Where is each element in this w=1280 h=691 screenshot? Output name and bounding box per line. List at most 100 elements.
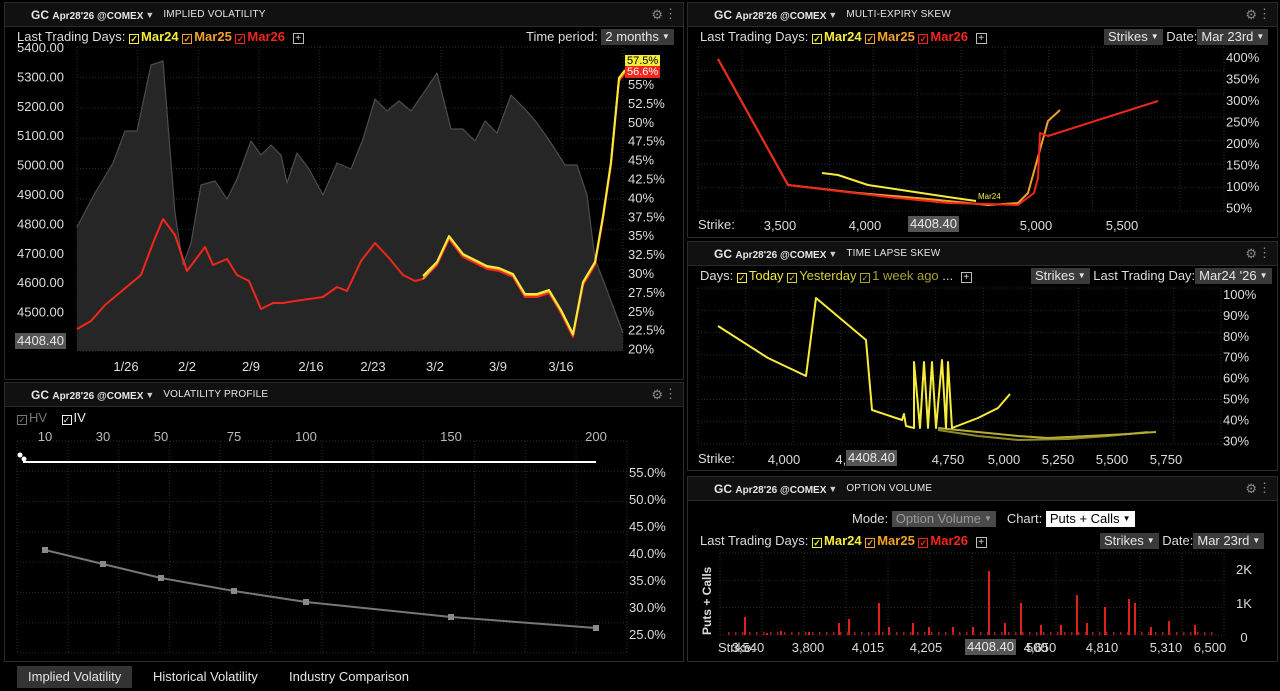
skew-y-tick: 350% <box>1226 72 1260 87</box>
volume-bar <box>1099 632 1101 635</box>
volume-bar <box>854 632 856 635</box>
tab-industry-comparison[interactable]: Industry Comparison <box>289 669 409 684</box>
add-day-button[interactable]: + <box>960 272 972 283</box>
chevron-down-icon[interactable]: ▼ <box>828 483 838 494</box>
tl-curve-yesterday <box>937 427 1157 439</box>
x-tick-label: 2/23 <box>360 359 385 374</box>
ltd-row: Last Trading Days: ✓ Mar24 ✓ Mar25 ✓ Mar26 … <box>700 533 987 548</box>
day-toggle-mar25[interactable]: ✓ Mar25 <box>182 29 232 44</box>
hv-toggle[interactable]: ✓ HV <box>17 410 48 425</box>
iv-tick-label: 50% <box>628 115 654 130</box>
volume-bar <box>805 632 807 635</box>
gear-icon[interactable]: ⚙ <box>651 387 663 402</box>
tl-x-tick: 4,000 <box>768 452 801 467</box>
vp-y-tick: 35.0% <box>629 573 666 588</box>
day-toggle-today[interactable]: ✓ Today <box>736 268 784 283</box>
day-toggle-mar26[interactable]: ✓ Mar26 <box>918 533 968 548</box>
close-icon[interactable]: ⋮ <box>1258 480 1271 495</box>
day-toggle-mar25[interactable]: ✓ Mar25 <box>865 533 915 548</box>
tab-historical-volatility[interactable]: Historical Volatility <box>153 669 258 684</box>
curve-tag: Mar24 <box>978 192 1001 201</box>
volume-bar <box>896 632 898 635</box>
day-toggle-mar24[interactable]: ✓ Mar24 <box>812 29 862 44</box>
panel-title: VOLATILITY PROFILE <box>163 389 269 400</box>
iv-tick-label: 40% <box>628 190 654 205</box>
volume-bar <box>875 632 877 635</box>
volume-bar <box>833 632 835 635</box>
date-dropdown[interactable]: Mar 23rd ▼ <box>1197 29 1269 45</box>
gear-icon[interactable]: ⚙ <box>1245 481 1257 496</box>
iv-tick-label: 22.5% <box>628 323 665 338</box>
tl-x-tick: 4,750 <box>932 452 965 467</box>
close-icon[interactable]: ⋮ <box>1258 245 1271 260</box>
strikes-dropdown[interactable]: Strikes ▼ <box>1104 29 1163 45</box>
day-toggle-week-ago[interactable]: ✓ 1 week ago <box>860 268 939 283</box>
chevron-down-icon: ▼ <box>661 32 670 41</box>
panel-title: MULTI-EXPIRY SKEW <box>846 9 951 20</box>
tl-y-tick: 40% <box>1223 412 1249 427</box>
iv-tick-label: 30% <box>628 266 654 281</box>
chart-dropdown[interactable]: Puts + Calls ▼ <box>1045 511 1135 527</box>
chevron-down-icon[interactable]: ▼ <box>828 9 838 20</box>
volume-bar <box>1211 632 1213 635</box>
iv-symbol[interactable]: GC Apr28'26 @COMEX <box>31 7 144 22</box>
time-period-dropdown[interactable]: 2 months ▼ <box>601 29 674 45</box>
volume-bar <box>980 632 982 635</box>
strikes-dropdown[interactable]: Strikes ▼ <box>1100 533 1159 549</box>
volume-bar <box>791 632 793 635</box>
add-day-button[interactable]: + <box>975 537 987 548</box>
ltd-dropdown[interactable]: Mar24 '26 ▼ <box>1195 268 1272 284</box>
gear-icon[interactable]: ⚙ <box>1245 246 1257 261</box>
date-dropdown[interactable]: Mar 23rd ▼ <box>1193 533 1265 549</box>
more-days[interactable]: ... <box>942 268 954 283</box>
ov-symbol[interactable]: GC Apr28'26 @COMEX <box>714 481 827 496</box>
skew-y-tick: 400% <box>1226 50 1260 65</box>
day-toggle-mar26[interactable]: ✓ Mar26 <box>918 29 968 44</box>
day-toggle-mar26[interactable]: ✓ Mar26 <box>235 29 285 44</box>
iv-profile-point <box>303 599 309 605</box>
volume-bar <box>1086 623 1088 635</box>
volume-bar <box>861 632 863 635</box>
volume-bar <box>903 632 905 635</box>
tab-implied-volatility[interactable]: Implied Volatility <box>17 666 133 688</box>
mode-label: Mode: <box>852 511 889 526</box>
ov-x-tick: 3,540 <box>732 640 765 655</box>
chevron-down-icon[interactable]: ▼ <box>145 389 155 400</box>
tl-x-tick: 5,750 <box>1150 452 1183 467</box>
strikes-dropdown[interactable]: Strikes ▼ <box>1031 268 1090 284</box>
add-day-button[interactable]: + <box>292 33 304 44</box>
chevron-down-icon[interactable]: ▼ <box>828 248 838 259</box>
day-toggle-mar24[interactable]: ✓ Mar24 <box>812 533 862 548</box>
panel-title: IMPLIED VOLATILITY <box>163 9 266 20</box>
volume-bar <box>945 632 947 635</box>
price-tick-label: 5000.00 <box>17 158 64 173</box>
x-tick-label: 2/9 <box>242 359 260 374</box>
vp-y-tick: 30.0% <box>629 600 666 615</box>
vp-symbol[interactable]: GC Apr28'26 @COMEX <box>31 387 144 402</box>
tl-symbol[interactable]: GC Apr28'26 @COMEX <box>714 246 827 261</box>
price-area <box>77 61 623 351</box>
add-day-button[interactable]: + <box>975 33 987 44</box>
ov-y-tick: 1K <box>1236 596 1252 611</box>
day-toggle-mar25[interactable]: ✓ Mar25 <box>865 29 915 44</box>
iv-tick-label: 27.5% <box>628 285 665 300</box>
iv-tick-label: 55% <box>628 77 654 92</box>
close-icon[interactable]: ⋮ <box>1258 6 1271 21</box>
day-toggle-yesterday[interactable]: ✓ Yesterday <box>787 268 857 283</box>
close-icon[interactable]: ⋮ <box>664 386 677 401</box>
hv-point <box>21 456 27 462</box>
ov-x-tick: 4,810 <box>1086 640 1119 655</box>
gear-icon[interactable]: ⚙ <box>1245 7 1257 22</box>
skew-symbol[interactable]: GC Apr28'26 @COMEX <box>714 7 827 22</box>
day-toggle-mar24[interactable]: ✓ Mar24 <box>129 29 179 44</box>
close-icon[interactable]: ⋮ <box>664 6 677 21</box>
gear-icon[interactable]: ⚙ <box>651 7 663 22</box>
check-icon: ✓ <box>812 538 823 548</box>
iv-panel-header: GC Apr28'26 @COMEX ▼ IMPLIED VOLATILITY … <box>5 3 683 27</box>
volume-bar <box>1043 632 1045 635</box>
tl-x-tick: 5,500 <box>1096 452 1129 467</box>
iv-toggle[interactable]: ✓ IV <box>61 410 86 425</box>
tl-y-tick: 90% <box>1223 308 1249 323</box>
mode-dropdown[interactable]: Option Volume ▼ <box>891 511 996 527</box>
chevron-down-icon[interactable]: ▼ <box>145 9 155 20</box>
